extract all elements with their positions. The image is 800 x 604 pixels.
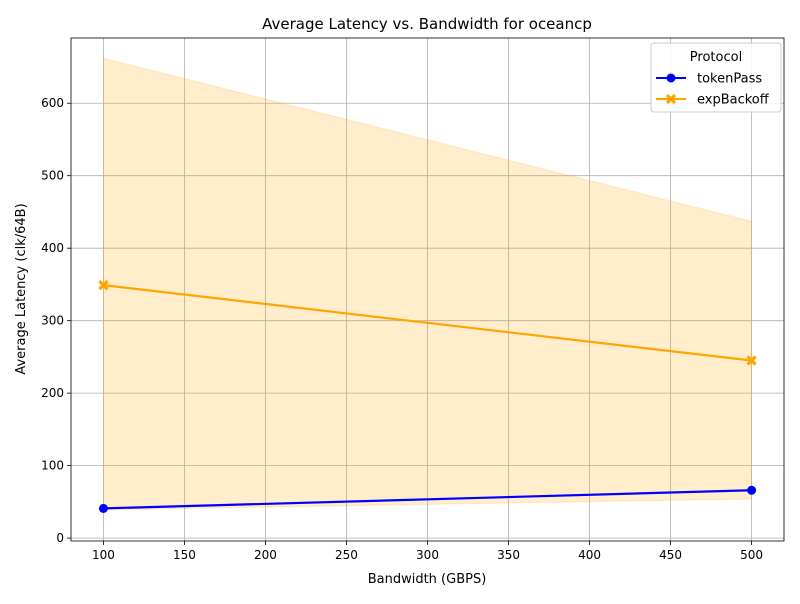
series-line-expBackoff [103, 284, 752, 362]
x-tick-label: 150 [173, 548, 196, 562]
y-tick-label: 200 [41, 386, 64, 400]
y-tick-label: 400 [41, 241, 64, 255]
confidence-band-expBackoff [102, 57, 753, 511]
x-tick-label: 300 [416, 548, 439, 562]
grid [71, 38, 784, 541]
data-point-tokenPass [747, 485, 757, 495]
y-axis-ticks: 0 100 200 300 400 500 600 [41, 96, 71, 545]
legend-label-tokenPass: tokenPass [697, 72, 762, 87]
x-tick-label: 400 [578, 548, 601, 562]
y-tick-label: 100 [41, 459, 64, 473]
legend-title: Protocol [690, 50, 742, 65]
x-tick-label: 500 [740, 548, 763, 562]
series-lines [98, 280, 757, 513]
y-axis-label: Average Latency (clk/64B) [14, 203, 29, 374]
y-tick-label: 600 [41, 96, 64, 110]
legend-marker-expBackoff [665, 93, 677, 105]
x-tick-label: 200 [254, 548, 277, 562]
chart-title: Average Latency vs. Bandwidth for oceanc… [262, 15, 592, 33]
data-point-tokenPass [98, 503, 108, 513]
series-line-tokenPass [103, 489, 752, 510]
data-point-expBackoff [98, 280, 109, 291]
legend-box [650, 42, 782, 113]
x-tick-label: 250 [335, 548, 358, 562]
x-tick-label: 350 [497, 548, 520, 562]
legend-marker-tokenPass [666, 73, 676, 83]
legend: Protocol tokenPass expBackoff [650, 42, 782, 113]
x-axis-ticks: 100 150 200 250 300 350 400 450 500 [92, 541, 763, 562]
legend-items: tokenPass expBackoff [656, 72, 770, 108]
y-tick-label: 300 [41, 314, 64, 328]
y-tick-label: 500 [41, 169, 64, 183]
y-tick-label: 0 [56, 531, 64, 545]
x-axis-label: Bandwidth (GBPS) [368, 572, 487, 587]
x-tick-label: 450 [659, 548, 682, 562]
x-tick-label: 100 [92, 548, 115, 562]
data-point-expBackoff [746, 355, 757, 366]
confidence-bands [102, 57, 753, 511]
legend-label-expBackoff: expBackoff [697, 93, 770, 108]
